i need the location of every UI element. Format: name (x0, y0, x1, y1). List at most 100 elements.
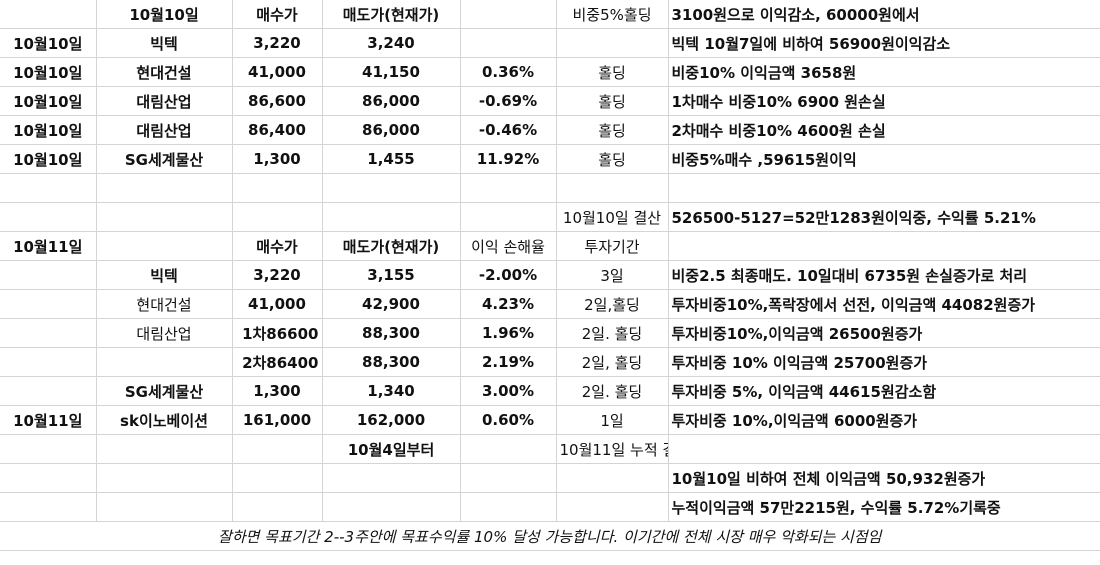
cell[interactable]: 1,300 (232, 376, 323, 406)
column-header-profit-rate[interactable]: 이익 손해율 (460, 231, 557, 261)
cell[interactable] (460, 202, 557, 232)
cell[interactable]: 3,220 (232, 260, 323, 290)
cell[interactable] (96, 173, 233, 203)
cell[interactable]: 161,000 (232, 405, 323, 435)
cell[interactable]: 2차매수 비중10% 4600원 손실 (668, 115, 1100, 145)
cell[interactable]: SG세계물산 (96, 144, 233, 174)
cell[interactable] (556, 492, 669, 522)
cell[interactable] (460, 492, 557, 522)
cell[interactable]: 10월11일 (0, 231, 97, 261)
cell[interactable]: 162,000 (322, 405, 461, 435)
cell[interactable]: 10월10일 (0, 86, 97, 116)
cell[interactable]: 비중10% 이익금액 3658원 (668, 57, 1100, 87)
cell[interactable]: 투자비중 10%,이익금액 6000원증가 (668, 405, 1100, 435)
cell[interactable]: 41,000 (232, 289, 323, 319)
cell[interactable] (0, 434, 97, 464)
column-header-period[interactable]: 투자기간 (556, 231, 669, 261)
cell[interactable] (0, 173, 97, 203)
cell[interactable] (96, 463, 233, 493)
cell[interactable]: 빅텍 10월7일에 비하여 56900원이익감소 (668, 28, 1100, 58)
cell[interactable] (96, 231, 233, 261)
cell[interactable]: 86,000 (322, 86, 461, 116)
cell[interactable]: 2차86400 (232, 347, 323, 377)
cell[interactable]: 86,600 (232, 86, 323, 116)
cell[interactable]: 빅텍 (96, 260, 233, 290)
cell[interactable]: 투자비중 5%, 이익금액 44615원감소함 (668, 376, 1100, 406)
column-header-buy-price[interactable]: 매수가 (232, 0, 323, 29)
cell[interactable]: 현대건설 (96, 289, 233, 319)
cell[interactable] (96, 492, 233, 522)
cell[interactable]: 투자비중10%,이익금액 26500원증가 (668, 318, 1100, 348)
cell[interactable]: 0.36% (460, 57, 557, 87)
cell[interactable] (0, 289, 97, 319)
cell[interactable] (0, 260, 97, 290)
cell[interactable]: 비중2.5 최종매도. 10일대비 6735원 손실증가로 처리 (668, 260, 1100, 290)
cell[interactable]: 투자비중10%,폭락장에서 선전, 이익금액 44082원증가 (668, 289, 1100, 319)
cell[interactable] (460, 434, 557, 464)
cell[interactable]: 86,400 (232, 115, 323, 145)
cell[interactable]: 4.23% (460, 289, 557, 319)
cell[interactable]: sk이노베이션 (96, 405, 233, 435)
cell[interactable] (0, 376, 97, 406)
cell[interactable]: 대림산업 (96, 115, 233, 145)
cell[interactable] (0, 347, 97, 377)
cell[interactable] (0, 0, 97, 29)
cell[interactable]: 투자비중 10% 이익금액 25700원증가 (668, 347, 1100, 377)
cell[interactable] (232, 463, 323, 493)
cell[interactable]: 10월11일 (0, 405, 97, 435)
cell[interactable]: 0.60% (460, 405, 557, 435)
cell[interactable]: 1,455 (322, 144, 461, 174)
cell[interactable] (322, 202, 461, 232)
cell[interactable]: 3.00% (460, 376, 557, 406)
cell[interactable]: 비중5%홀딩 (556, 0, 669, 29)
cell[interactable] (0, 492, 97, 522)
cell[interactable]: 86,000 (322, 115, 461, 145)
cell[interactable] (460, 0, 557, 29)
cell[interactable]: 1,300 (232, 144, 323, 174)
cell[interactable]: 10월10일 (0, 57, 97, 87)
cell[interactable]: 10월10일 (96, 0, 233, 29)
cell[interactable] (96, 347, 233, 377)
cell[interactable]: 3100원으로 이익감소, 60000원에서 (668, 0, 1100, 29)
column-header-buy-price[interactable]: 매수가 (232, 231, 323, 261)
cell[interactable]: 11.92% (460, 144, 557, 174)
cell[interactable]: 10월10일 (0, 28, 97, 58)
cell[interactable] (232, 434, 323, 464)
cell[interactable] (322, 492, 461, 522)
cell[interactable]: 빅텍 (96, 28, 233, 58)
cell[interactable] (556, 28, 669, 58)
cell[interactable] (232, 202, 323, 232)
cell[interactable]: 홀딩 (556, 144, 669, 174)
cumulative-settlement-label[interactable]: 10월11일 누적 결산 (556, 434, 669, 464)
cell[interactable]: 88,300 (322, 347, 461, 377)
cell[interactable] (460, 173, 557, 203)
cell[interactable]: 대림산업 (96, 86, 233, 116)
cell[interactable]: -0.69% (460, 86, 557, 116)
cell[interactable]: -2.00% (460, 260, 557, 290)
cell[interactable]: 41,150 (322, 57, 461, 87)
cell[interactable]: 2일. 홀딩 (556, 318, 669, 348)
cell[interactable] (322, 463, 461, 493)
cell[interactable]: 10월10일 (0, 144, 97, 174)
column-header-sell-price[interactable]: 매도가(현재가) (322, 231, 461, 261)
cell[interactable] (0, 202, 97, 232)
cell[interactable]: 현대건설 (96, 57, 233, 87)
cell[interactable]: 2일,홀딩 (556, 289, 669, 319)
cell[interactable]: 비중5%매수 ,59615원이익 (668, 144, 1100, 174)
cell[interactable] (232, 173, 323, 203)
cell[interactable]: 홀딩 (556, 57, 669, 87)
cell[interactable] (96, 202, 233, 232)
cell[interactable]: 2일, 홀딩 (556, 347, 669, 377)
footer-note[interactable]: 잘하면 목표기간 2--3주안에 목표수익률 10% 달성 가능합니다. 이기간… (0, 521, 1100, 551)
cell[interactable]: 2일. 홀딩 (556, 376, 669, 406)
cell[interactable]: 홀딩 (556, 115, 669, 145)
settlement-label[interactable]: 10월10일 결산 (556, 202, 669, 232)
cell[interactable]: 41,000 (232, 57, 323, 87)
column-header-sell-price[interactable]: 매도가(현재가) (322, 0, 461, 29)
cell[interactable]: 홀딩 (556, 86, 669, 116)
cell[interactable]: 3,220 (232, 28, 323, 58)
cell[interactable]: 2.19% (460, 347, 557, 377)
cell[interactable]: 1,340 (322, 376, 461, 406)
cell[interactable] (668, 173, 1100, 203)
cell[interactable]: -0.46% (460, 115, 557, 145)
